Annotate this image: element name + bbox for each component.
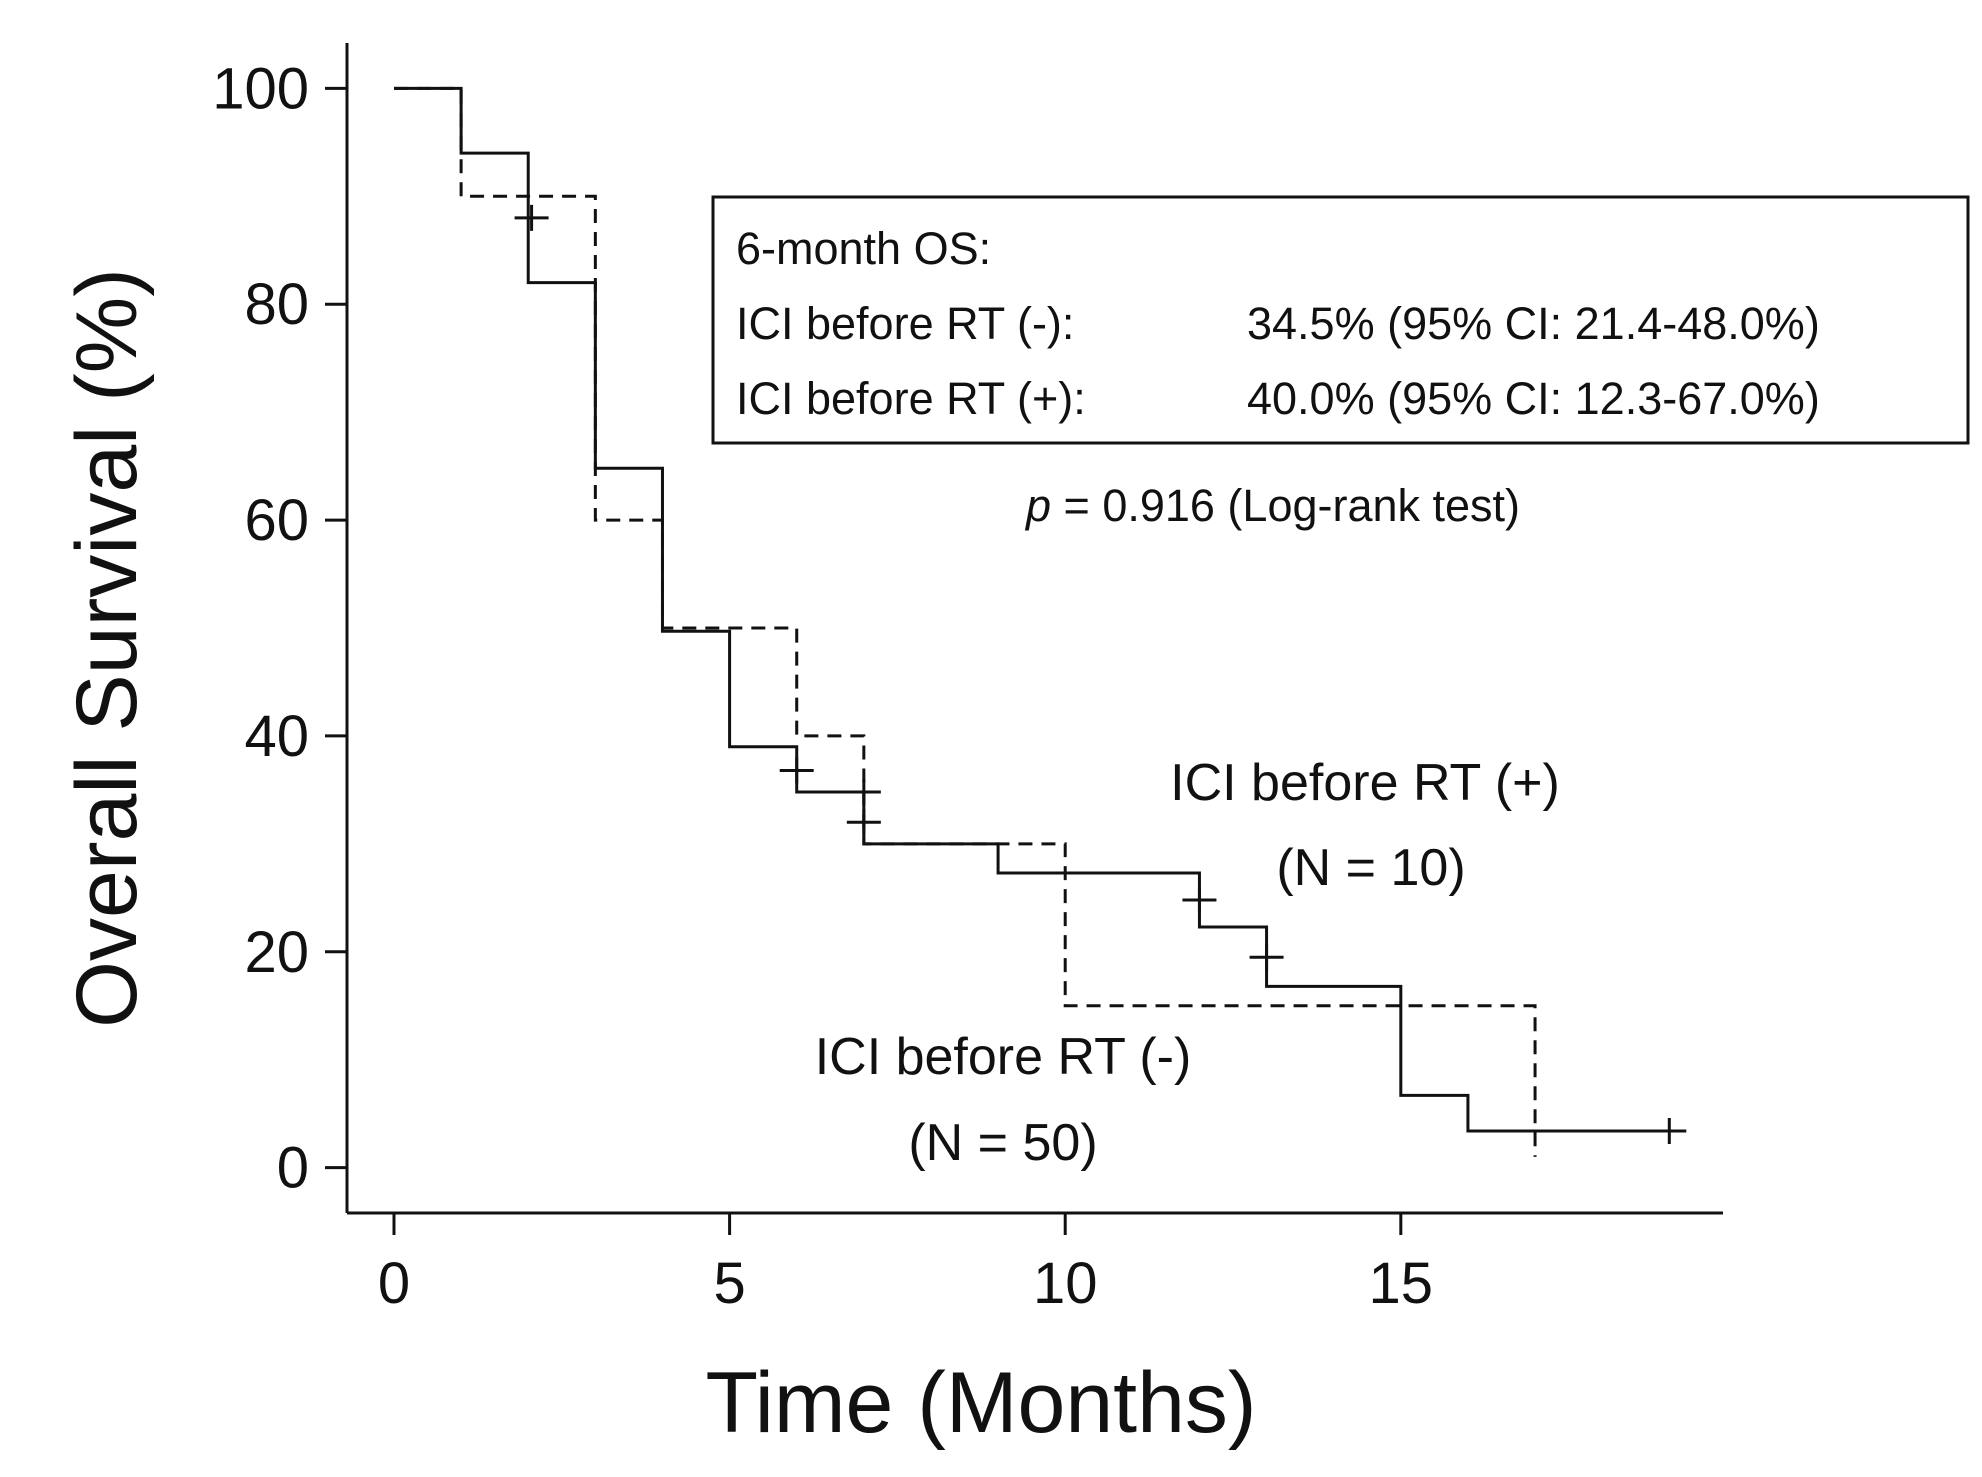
censor-mark-neg-4 [1182,886,1217,913]
annotation-box: 6-month OS: ICI before RT (-): 34.5% (95… [711,195,1970,445]
censor-marks [514,204,1687,1144]
censor-mark-neg-0 [514,204,549,231]
annotation-row-pos-value: 40.0% (95% CI: 12.3-67.0%) [1247,373,1820,424]
x-tick-label-10: 10 [1033,1251,1098,1316]
curves [393,86,1670,1157]
x-axis-label: Time (Months) [705,1355,1256,1451]
y-tick-label-80: 80 [244,272,309,337]
p-value-annotation: p = 0.916 (Log-rank test) [1024,480,1520,531]
ticks: 0 20 40 60 80 100 0 5 10 15 [212,56,1433,1316]
annotation-row-neg-value: 34.5% (95% CI: 21.4-48.0%) [1247,298,1820,349]
y-tick-label-0: 0 [277,1136,309,1201]
censor-mark-neg-1 [779,757,814,784]
censor-mark-neg-2 [846,779,881,806]
x-tick-label-0: 0 [378,1251,410,1316]
x-tick-label-15: 15 [1369,1251,1434,1316]
annotation-box-frame [711,195,1970,445]
p-value-text: = 0.916 (Log-rank test) [1051,480,1520,531]
curve-ici-pos [393,86,1537,1157]
x-tick-label-5: 5 [713,1251,745,1316]
series-label-pos: ICI before RT (+) [1170,754,1560,812]
series-n-label-pos: (N = 10) [1276,839,1465,897]
y-tick-label-60: 60 [244,488,309,553]
p-value-symbol: p [1024,480,1051,531]
y-tick-label-100: 100 [212,56,309,121]
censor-mark-neg-6 [1652,1117,1687,1144]
axes [345,43,1723,1215]
y-axis-label: Overall Survival (%) [59,268,155,1028]
y-tick-label-20: 20 [244,920,309,985]
series-n-label-neg: (N = 50) [908,1114,1097,1172]
censor-mark-neg-5 [1249,944,1284,971]
y-tick-label-40: 40 [244,704,309,769]
censor-mark-neg-3 [846,809,881,836]
curve-ici-neg [393,86,1670,1133]
annotation-box-title: 6-month OS: [736,223,991,274]
annotation-row-neg-label: ICI before RT (-): [736,298,1074,349]
series-label-neg: ICI before RT (-) [815,1028,1192,1086]
annotation-row-pos-label: ICI before RT (+): [736,373,1086,424]
